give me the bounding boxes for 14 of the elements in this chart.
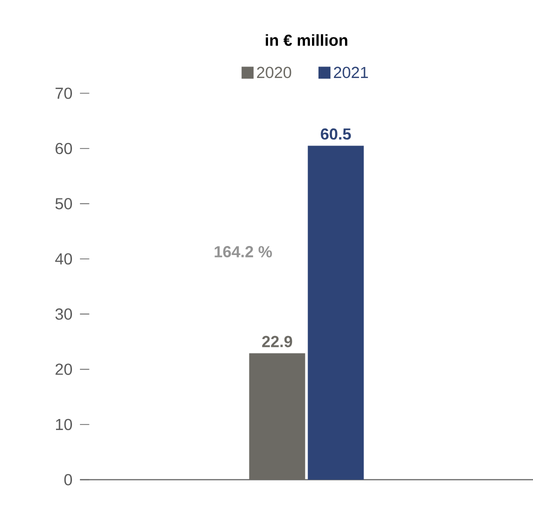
y-tick-label: 0 — [64, 474, 72, 486]
legend-label: 2021 — [334, 66, 368, 78]
y-tick-label: 30 — [55, 308, 72, 320]
y-tick-label: 50 — [55, 198, 72, 210]
y-tick-label: 20 — [56, 364, 72, 375]
legend-label: 2020 — [257, 66, 292, 78]
y-tick-label: 40 — [55, 253, 72, 265]
data-label: 60.5 — [320, 128, 351, 140]
y-tick-label: 70 — [56, 88, 72, 99]
annotation: 164.2 % — [214, 246, 272, 258]
y-tick-label: 60 — [56, 142, 72, 154]
y-tick-label: 10 — [56, 418, 72, 430]
chart-title: in € million — [266, 34, 348, 46]
data-label: 22.9 — [262, 336, 292, 348]
